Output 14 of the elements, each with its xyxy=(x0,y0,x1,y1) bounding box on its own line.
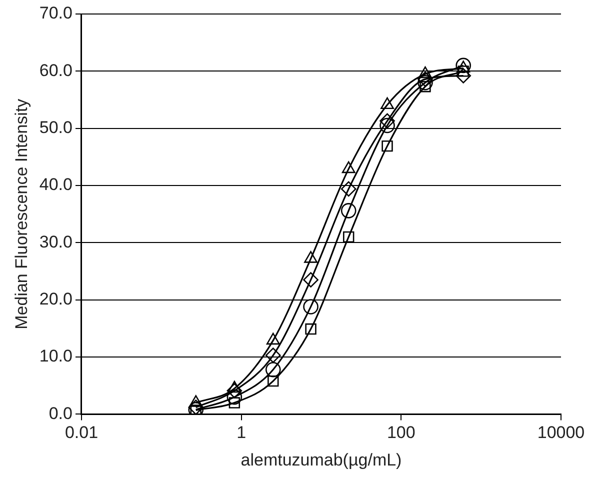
y-axis-title: Median Fluorescence Intensity xyxy=(12,98,31,330)
x-tick-label: 1 xyxy=(236,423,246,442)
y-tick-label: 70.0 xyxy=(39,4,72,23)
x-tick-label: 0.01 xyxy=(64,423,98,442)
x-tick-label: 10000 xyxy=(537,423,585,442)
y-tick-label: 60.0 xyxy=(39,60,72,80)
y-tick-label: 40.0 xyxy=(39,175,72,194)
y-tick-label: 30.0 xyxy=(39,232,72,252)
y-tick-label: 10.0 xyxy=(39,346,72,366)
y-tick-label: 0.0 xyxy=(48,404,72,423)
x-axis-title: alemtuzumab(µg/mL) xyxy=(240,450,402,470)
x-tick-label: 100 xyxy=(386,423,416,442)
y-tick-label: 20.0 xyxy=(39,290,72,309)
y-tick-label: 50.0 xyxy=(39,118,72,138)
